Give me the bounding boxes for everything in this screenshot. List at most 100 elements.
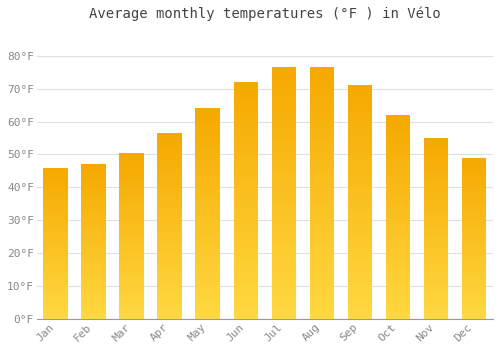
Bar	[272, 217, 296, 218]
Bar	[82, 313, 106, 314]
Bar	[44, 249, 68, 250]
Bar	[234, 254, 258, 255]
Bar	[234, 226, 258, 228]
Bar	[272, 163, 296, 164]
Bar	[234, 247, 258, 248]
Bar	[272, 257, 296, 259]
Bar	[44, 195, 68, 196]
Bar	[348, 151, 372, 152]
Bar	[82, 297, 106, 298]
Bar	[272, 149, 296, 150]
Bar	[82, 213, 106, 214]
Bar	[310, 193, 334, 194]
Bar	[120, 282, 144, 283]
Bar	[196, 243, 220, 244]
Bar	[310, 274, 334, 275]
Bar	[234, 144, 258, 145]
Bar	[234, 139, 258, 140]
Bar	[82, 296, 106, 297]
Bar	[424, 205, 448, 206]
Bar	[272, 141, 296, 143]
Bar	[348, 99, 372, 100]
Bar	[272, 106, 296, 107]
Bar	[424, 179, 448, 180]
Bar	[386, 270, 410, 271]
Bar	[82, 174, 106, 175]
Bar	[196, 223, 220, 224]
Bar	[424, 202, 448, 203]
Bar	[196, 112, 220, 113]
Bar	[310, 95, 334, 96]
Bar	[196, 247, 220, 248]
Bar	[44, 230, 68, 231]
Bar	[44, 274, 68, 275]
Bar	[234, 304, 258, 306]
Bar	[120, 233, 144, 234]
Bar	[120, 159, 144, 160]
Bar	[196, 253, 220, 254]
Bar	[348, 121, 372, 123]
Bar	[386, 166, 410, 167]
Bar	[196, 274, 220, 275]
Bar	[424, 201, 448, 202]
Bar	[348, 160, 372, 161]
Bar	[120, 158, 144, 159]
Bar	[44, 257, 68, 258]
Bar	[348, 263, 372, 264]
Bar	[310, 109, 334, 110]
Bar	[44, 174, 68, 175]
Bar	[158, 287, 182, 288]
Bar	[462, 253, 486, 254]
Bar	[348, 238, 372, 239]
Bar	[234, 165, 258, 166]
Bar	[120, 309, 144, 310]
Bar	[348, 288, 372, 290]
Bar	[196, 277, 220, 278]
Bar	[424, 221, 448, 222]
Bar	[234, 192, 258, 194]
Bar	[272, 298, 296, 299]
Bar	[120, 258, 144, 259]
Bar	[310, 148, 334, 149]
Bar	[462, 318, 486, 319]
Bar	[120, 208, 144, 209]
Bar	[310, 281, 334, 282]
Bar	[348, 232, 372, 234]
Bar	[158, 257, 182, 258]
Bar	[44, 302, 68, 303]
Bar	[272, 262, 296, 264]
Bar	[386, 168, 410, 169]
Bar	[272, 84, 296, 85]
Bar	[44, 284, 68, 285]
Bar	[234, 151, 258, 152]
Bar	[386, 208, 410, 209]
Bar	[462, 285, 486, 286]
Bar	[196, 313, 220, 314]
Bar	[348, 179, 372, 180]
Bar	[348, 265, 372, 266]
Bar	[44, 234, 68, 235]
Bar	[196, 317, 220, 318]
Bar	[44, 304, 68, 305]
Bar	[310, 286, 334, 287]
Bar	[310, 311, 334, 313]
Bar	[196, 191, 220, 193]
Bar	[44, 252, 68, 253]
Bar	[348, 315, 372, 316]
Bar	[234, 153, 258, 154]
Bar	[462, 252, 486, 253]
Bar	[158, 276, 182, 277]
Bar	[386, 222, 410, 223]
Bar	[310, 80, 334, 81]
Bar	[386, 133, 410, 134]
Bar	[120, 278, 144, 279]
Bar	[196, 275, 220, 276]
Bar	[82, 266, 106, 267]
Bar	[386, 226, 410, 227]
Bar	[158, 173, 182, 174]
Bar	[234, 202, 258, 203]
Bar	[462, 303, 486, 304]
Bar	[424, 157, 448, 158]
Bar	[386, 170, 410, 171]
Bar	[462, 282, 486, 284]
